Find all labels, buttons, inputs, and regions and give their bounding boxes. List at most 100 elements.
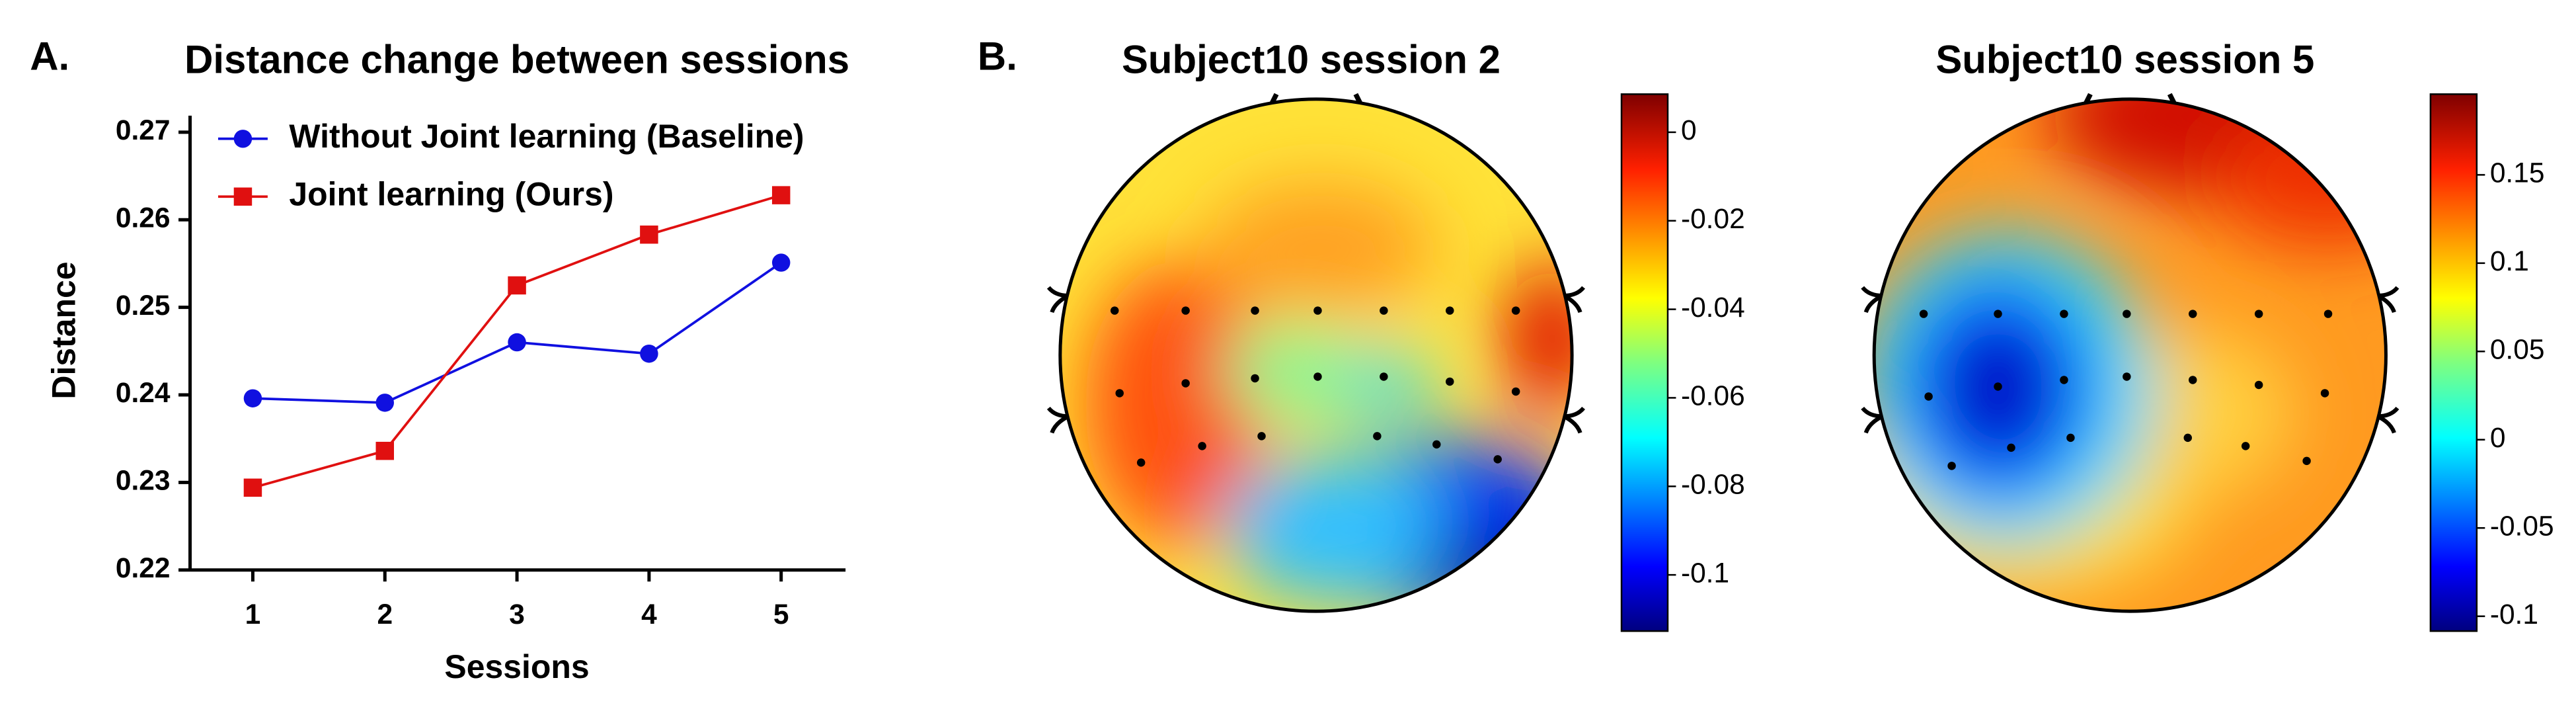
x-tick-label: 2 (377, 599, 393, 630)
colorbar-tick-label: -0.06 (1681, 380, 1745, 411)
legend-marker (233, 187, 253, 206)
electrode (1251, 306, 1259, 315)
electrode (1136, 458, 1146, 467)
data-point (771, 186, 791, 204)
electrode (1446, 377, 1454, 386)
y-tick-label: 0.24 (116, 377, 171, 408)
y-tick-label: 0.26 (116, 202, 171, 233)
electrode (2066, 433, 2075, 443)
electrode (1313, 372, 1322, 381)
electrode (2123, 310, 2131, 318)
scalp-blob (1222, 454, 1454, 603)
x-tick-label: 5 (773, 599, 789, 630)
electrode (1251, 374, 1259, 383)
colorbar-tick-label: 0 (2490, 422, 2506, 453)
data-point (243, 389, 262, 407)
colorbar-tick-label: -0.1 (2490, 599, 2538, 630)
data-point (375, 441, 394, 460)
electrode (2241, 442, 2250, 450)
x-axis-label: Sessions (444, 648, 589, 685)
electrode (1493, 455, 1502, 464)
scalp-blob (1337, 350, 1437, 417)
scalp-map (1060, 99, 1573, 612)
y-tick-label: 0.25 (116, 290, 171, 321)
scalp-blob (1420, 520, 1553, 612)
head-outline (1058, 97, 1574, 613)
electrode (2323, 310, 2333, 318)
colorbar-tick-label: 0 (1681, 114, 1697, 146)
electrode (2254, 310, 2263, 318)
colorbar-tick-label: 0.15 (2490, 157, 2545, 189)
head-outline (1872, 97, 2388, 613)
electrode (2254, 380, 2263, 390)
electrode (2007, 443, 2015, 452)
data-point (243, 478, 262, 497)
data-point (640, 225, 658, 244)
scalp-blob (1503, 264, 1573, 413)
electrode (1432, 440, 1441, 449)
scalp-map (1874, 99, 2386, 612)
colorbar-tick-label: -0.08 (1681, 469, 1745, 500)
electrode (2302, 456, 2311, 466)
electrode (1380, 372, 1388, 381)
electrode (1947, 462, 1956, 470)
electrode (1110, 306, 1119, 315)
electrode (1373, 432, 1382, 441)
electrode (1924, 392, 1933, 401)
data-point (508, 333, 526, 352)
scalp-blob (1205, 181, 1437, 314)
electrode (1181, 306, 1190, 315)
electrode (1115, 389, 1124, 398)
chart-title: Subject10 session 5 (1935, 38, 2314, 82)
legend-marker (233, 130, 253, 148)
electrode (2123, 372, 2131, 381)
y-axis-label: Distance (45, 261, 82, 399)
electrode (1313, 306, 1322, 315)
colorbar-tick-label: 0.1 (2490, 245, 2529, 276)
electrode (2060, 376, 2068, 384)
legend-label: Joint learning (Ours) (289, 175, 613, 212)
colorbar-tick-label: -0.02 (1681, 203, 1745, 234)
electrode (1198, 442, 1206, 450)
colorbar-tick-label: -0.1 (1681, 557, 1729, 588)
data-point (375, 394, 394, 412)
electrode (1380, 306, 1388, 315)
electrode (1257, 432, 1266, 441)
panel-label: A. (30, 34, 69, 79)
electrode (1446, 306, 1454, 315)
electrode (1511, 387, 1520, 396)
scalp-blobs (1085, 181, 1573, 612)
scalp-blob (1085, 264, 1267, 546)
y-tick-label: 0.23 (116, 465, 171, 496)
panel-label: B. (978, 34, 1017, 79)
electrode (2183, 433, 2192, 443)
scalp-blob (1222, 330, 1354, 413)
scalp-blob (2212, 115, 2386, 248)
legend-label: Without Joint learning (Baseline) (289, 118, 804, 155)
data-point (771, 253, 791, 272)
electrode (2060, 310, 2068, 318)
electrode (1994, 310, 2002, 318)
electrode (1994, 382, 2002, 391)
colorbar-tick-label: -0.04 (1681, 292, 1745, 323)
x-tick-label: 4 (641, 599, 657, 630)
x-tick-label: 1 (245, 599, 261, 630)
y-tick-label: 0.27 (116, 114, 171, 146)
electrode (2188, 376, 2197, 384)
electrode (1511, 306, 1520, 315)
electrode (2188, 310, 2197, 318)
colorbar-tick-label: -0.05 (2490, 510, 2554, 541)
electrode (1919, 310, 1928, 318)
data-point (640, 344, 658, 363)
colorbar (1620, 93, 1669, 632)
chart-title: Distance change between sessions (184, 38, 849, 82)
y-tick-label: 0.22 (116, 552, 171, 583)
electrode (1181, 379, 1190, 388)
x-tick-label: 3 (509, 599, 525, 630)
colorbar-tick-label: 0.05 (2490, 334, 2545, 365)
chart-title: Subject10 session 2 (1122, 38, 1501, 82)
data-point (508, 276, 526, 295)
electrode (2320, 389, 2329, 398)
colorbar (2429, 93, 2478, 632)
